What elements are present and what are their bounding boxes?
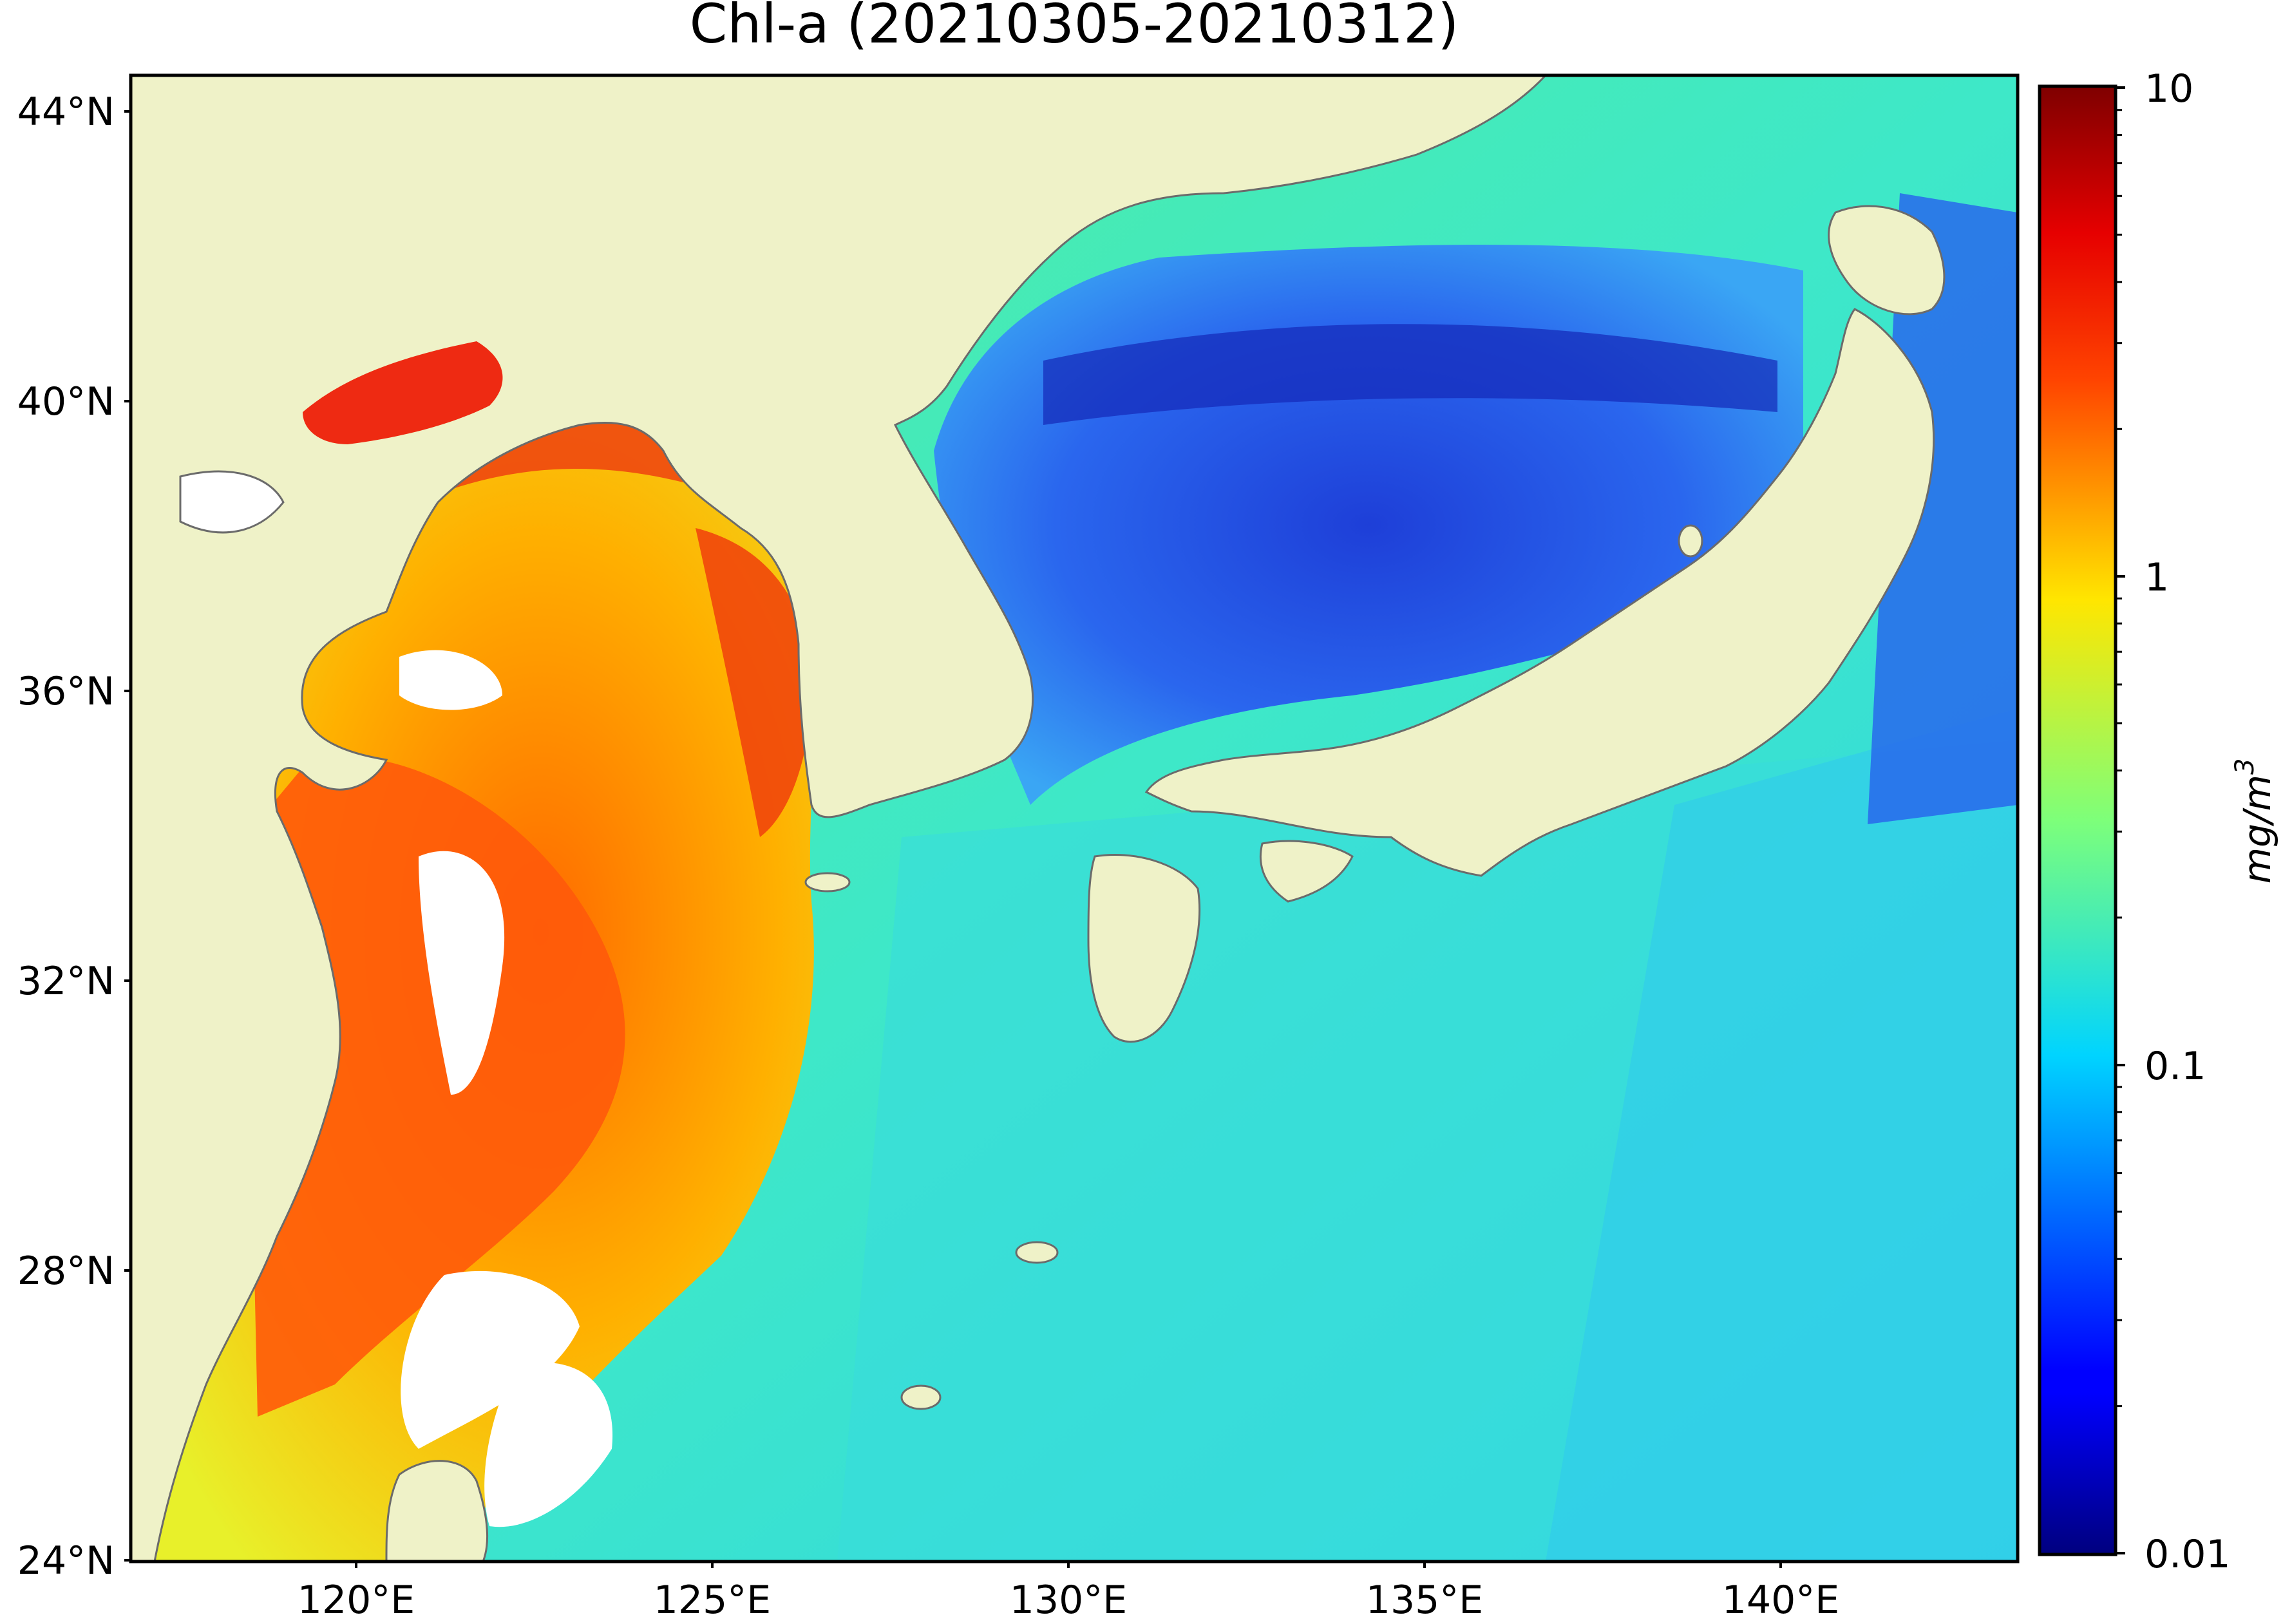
land-sado <box>1678 524 1703 558</box>
land-shikoku <box>1259 840 1354 903</box>
map-panel <box>131 75 2018 1562</box>
lon-label-135: 135°E <box>1366 1578 1483 1623</box>
nodata-4 <box>484 1362 613 1527</box>
land-asia-mainland <box>131 75 1548 1562</box>
lat-label-44: 44°N <box>17 90 115 135</box>
cb-label-1: 1 <box>2145 555 2169 600</box>
lat-label-32: 32°N <box>17 959 115 1004</box>
pacific-blue-field <box>1546 708 2018 1562</box>
nodata-2 <box>419 851 505 1095</box>
colorbar-unit-exponent: 3 <box>2230 759 2260 775</box>
cb-label-0.01: 0.01 <box>2145 1532 2231 1577</box>
land-kyushu <box>1087 854 1201 1043</box>
map-frame <box>129 73 2020 1563</box>
svg-text:mg/m3: mg/m3 <box>2230 759 2279 884</box>
colorbar: 10 1 0.1 0.01 mg/m3 <box>2038 66 2279 1577</box>
cb-label-10: 10 <box>2145 66 2193 111</box>
land-okinawa <box>900 1384 942 1410</box>
land-honshu <box>1144 308 1935 877</box>
lat-axis: 44°N 40°N 36°N 32°N 28°N 24°N <box>17 90 131 1583</box>
japan-sea-low-band <box>1043 324 1777 425</box>
colorbar-unit: mg/m <box>2235 775 2279 883</box>
lon-label-140: 140°E <box>1722 1578 1839 1623</box>
lon-label-130: 130°E <box>1010 1578 1127 1623</box>
colorbar-minor-ticks <box>2116 109 2122 1408</box>
lat-label-28: 28°N <box>17 1249 115 1294</box>
land-jeju <box>804 872 851 892</box>
lon-label-120: 120°E <box>298 1578 415 1623</box>
colorbar-label: mg/m3 <box>2230 759 2279 884</box>
nodata-3 <box>401 1270 580 1449</box>
bohai-nodata <box>179 470 285 534</box>
lon-label-125: 125°E <box>654 1578 771 1623</box>
chart-title: Chl-a (20210305-20210312) <box>690 0 1459 55</box>
nodata-1 <box>399 650 502 710</box>
colorbar-gradient <box>2038 84 2117 1556</box>
changjiang-plume <box>245 756 625 1417</box>
kuroshio-blue-field <box>1868 193 2018 824</box>
cb-label-0.1: 0.1 <box>2145 1044 2206 1089</box>
lat-label-40: 40°N <box>17 379 115 424</box>
korea-west-coast-plume <box>696 528 812 837</box>
bohai-bay-water <box>303 341 503 444</box>
lat-label-36: 36°N <box>17 669 115 714</box>
lon-axis: 120°E 125°E 130°E 135°E 140°E <box>298 1562 1839 1623</box>
land-amami <box>1015 1241 1059 1264</box>
land-taiwan <box>385 1460 489 1562</box>
lat-label-24: 24°N <box>17 1538 115 1583</box>
land-hokkaido <box>1828 205 1946 316</box>
